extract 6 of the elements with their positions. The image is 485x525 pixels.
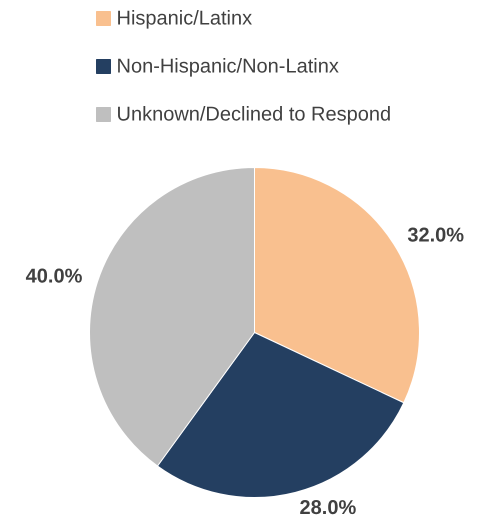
data-label: 32.0% <box>407 224 464 247</box>
data-label: 40.0% <box>26 266 83 288</box>
legend-label: Non-Hispanic/Non-Latinx <box>116 56 339 78</box>
legend-label: Unknown/Declined to Respond <box>116 104 392 126</box>
legend-label: Hispanic/Latinx <box>116 8 252 30</box>
data-label: 28.0% <box>300 496 356 519</box>
